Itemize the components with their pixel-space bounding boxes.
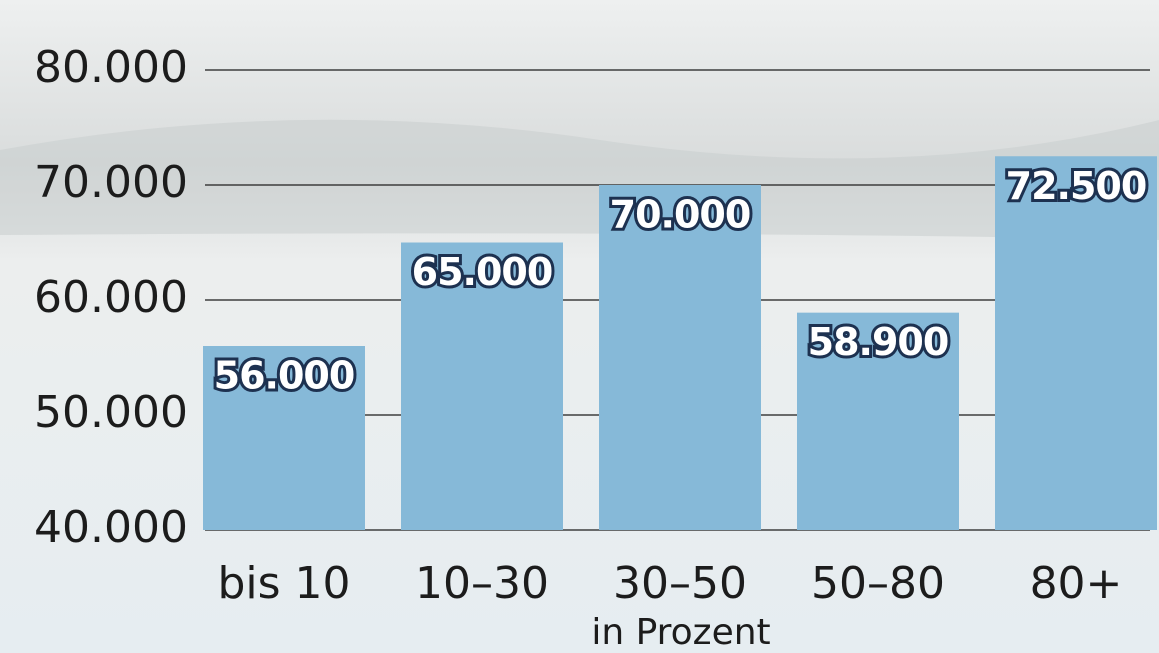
x-tick-label: 10–30	[415, 558, 549, 609]
bar	[995, 156, 1157, 530]
bar	[599, 185, 761, 530]
bar	[401, 242, 563, 530]
y-tick-label: 70.000	[34, 157, 188, 208]
x-tick-label: 30–50	[613, 558, 747, 609]
x-tick-label: 50–80	[811, 558, 945, 609]
y-tick-label: 60.000	[34, 272, 188, 323]
value-label: 70.000	[610, 193, 751, 237]
y-tick-label: 80.000	[34, 42, 188, 93]
x-tick-label: bis 10	[217, 558, 350, 609]
y-tick-label: 40.000	[34, 502, 188, 553]
value-label: 72.500	[1006, 164, 1147, 208]
value-label: 58.900	[808, 320, 949, 364]
y-tick-label: 50.000	[34, 387, 188, 438]
x-tick-label: 80+	[1030, 558, 1123, 609]
bar	[797, 312, 959, 530]
bar	[203, 346, 365, 530]
value-label: 56.000	[214, 354, 355, 398]
background-photo	[0, 119, 1159, 240]
x-axis-label: in Prozent	[591, 612, 770, 653]
value-label: 65.000	[412, 250, 553, 294]
